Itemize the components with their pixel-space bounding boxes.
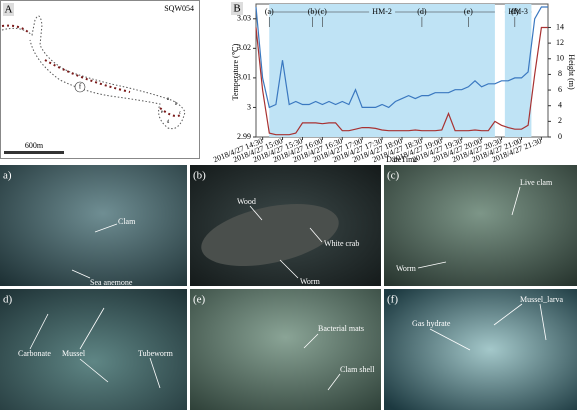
event-label: (e) xyxy=(464,7,473,16)
region xyxy=(269,4,495,137)
event-label: (c) xyxy=(318,7,327,16)
arrow xyxy=(79,358,109,383)
photo-label: a) xyxy=(3,170,12,182)
photo-label: (f) xyxy=(387,294,398,306)
note: White crab xyxy=(324,239,359,248)
chart-label: B xyxy=(233,3,240,15)
note: Live clam xyxy=(520,178,553,187)
y-tick-label: 3.01 xyxy=(237,73,251,82)
label-box xyxy=(3,3,14,16)
photo-label: (b) xyxy=(193,170,206,182)
note: Gas hydrate xyxy=(412,319,451,328)
x-axis-title: DateTime xyxy=(386,155,418,164)
chart: HM-2 HM-3 (a) (b) (c) (d) (e) (f) 2.99 3 3.01 3.02 3… xyxy=(212,3,564,164)
note: Wood xyxy=(237,197,256,206)
arrow xyxy=(149,357,161,389)
y2-tick-label: 8 xyxy=(558,69,562,78)
y2-tick-label: 10 xyxy=(556,54,564,63)
note: Sea anemone xyxy=(90,278,133,287)
event-label: (f) xyxy=(511,7,519,16)
region xyxy=(504,4,532,137)
scale-bar xyxy=(4,151,64,154)
arrow xyxy=(417,261,447,269)
y2-tick-label: 2 xyxy=(558,116,562,125)
region-label: HM-2 xyxy=(372,7,392,16)
photo xyxy=(0,289,187,410)
y2-axis-title: Height (m) xyxy=(567,54,576,90)
arrow xyxy=(493,303,523,326)
region-label: HM-3 xyxy=(508,7,528,16)
y-tick-label: 3.02 xyxy=(237,43,251,52)
arrow xyxy=(539,303,547,341)
photo xyxy=(384,289,577,410)
event-label: (d) xyxy=(417,7,427,16)
note: Clam xyxy=(118,217,136,226)
map-frame xyxy=(0,0,200,159)
y-axis-title: Temperature (℃) xyxy=(231,43,240,100)
y2-tick-label: 12 xyxy=(556,38,564,47)
arrow xyxy=(71,269,91,279)
site-label: a xyxy=(167,97,170,102)
event-label: (b) xyxy=(308,7,318,16)
photo-label: (c) xyxy=(387,170,400,182)
photo xyxy=(190,289,381,410)
note: Carbonate xyxy=(18,349,51,358)
note: Bacterial mats xyxy=(318,324,364,333)
photo xyxy=(0,165,187,286)
arrow xyxy=(249,205,263,221)
arrow xyxy=(279,259,299,279)
arrow xyxy=(94,223,118,233)
note: Mussel xyxy=(62,349,86,358)
note: Tubeworm xyxy=(138,349,174,358)
photo-label: d) xyxy=(3,294,13,306)
arrow xyxy=(309,227,323,243)
y-tick-label: 3.03 xyxy=(237,14,251,23)
site-label: f xyxy=(79,83,82,91)
note: Mussel_larva xyxy=(520,295,564,304)
y2-tick-label: 0 xyxy=(558,132,562,141)
track xyxy=(1,15,186,130)
station: SQW054 xyxy=(164,4,194,13)
note: Clam shell xyxy=(340,365,375,374)
track-points xyxy=(1,24,183,117)
site-label: b xyxy=(175,102,178,107)
site-label: e xyxy=(161,110,164,115)
arrow xyxy=(79,307,105,350)
arrow xyxy=(429,328,471,351)
site-marker xyxy=(74,81,86,93)
note: Worm xyxy=(300,277,321,286)
y2-tick-label: 4 xyxy=(558,101,562,110)
site-label: d xyxy=(167,120,170,125)
arrow xyxy=(511,186,521,216)
region-label-bg xyxy=(505,7,532,17)
site-label: c xyxy=(179,111,182,116)
region-label-bg xyxy=(369,7,396,17)
arrow xyxy=(303,333,319,349)
label-box xyxy=(231,2,243,15)
wood xyxy=(201,203,339,267)
series-line xyxy=(255,6,548,109)
arrow xyxy=(327,373,341,391)
y-tick-label: 2.99 xyxy=(237,132,251,141)
photo-label: (e) xyxy=(193,294,206,306)
y-tick-label: 3 xyxy=(247,102,251,111)
note: Worm xyxy=(396,264,417,273)
scale-label: 600m xyxy=(25,141,44,150)
y2-tick-label: 14 xyxy=(556,22,564,31)
event-label: (a) xyxy=(265,7,274,16)
series-line xyxy=(255,26,548,136)
photo xyxy=(384,165,577,286)
y2-tick-label: 6 xyxy=(558,85,562,94)
arrow xyxy=(29,313,49,350)
map-label: A xyxy=(5,4,13,16)
